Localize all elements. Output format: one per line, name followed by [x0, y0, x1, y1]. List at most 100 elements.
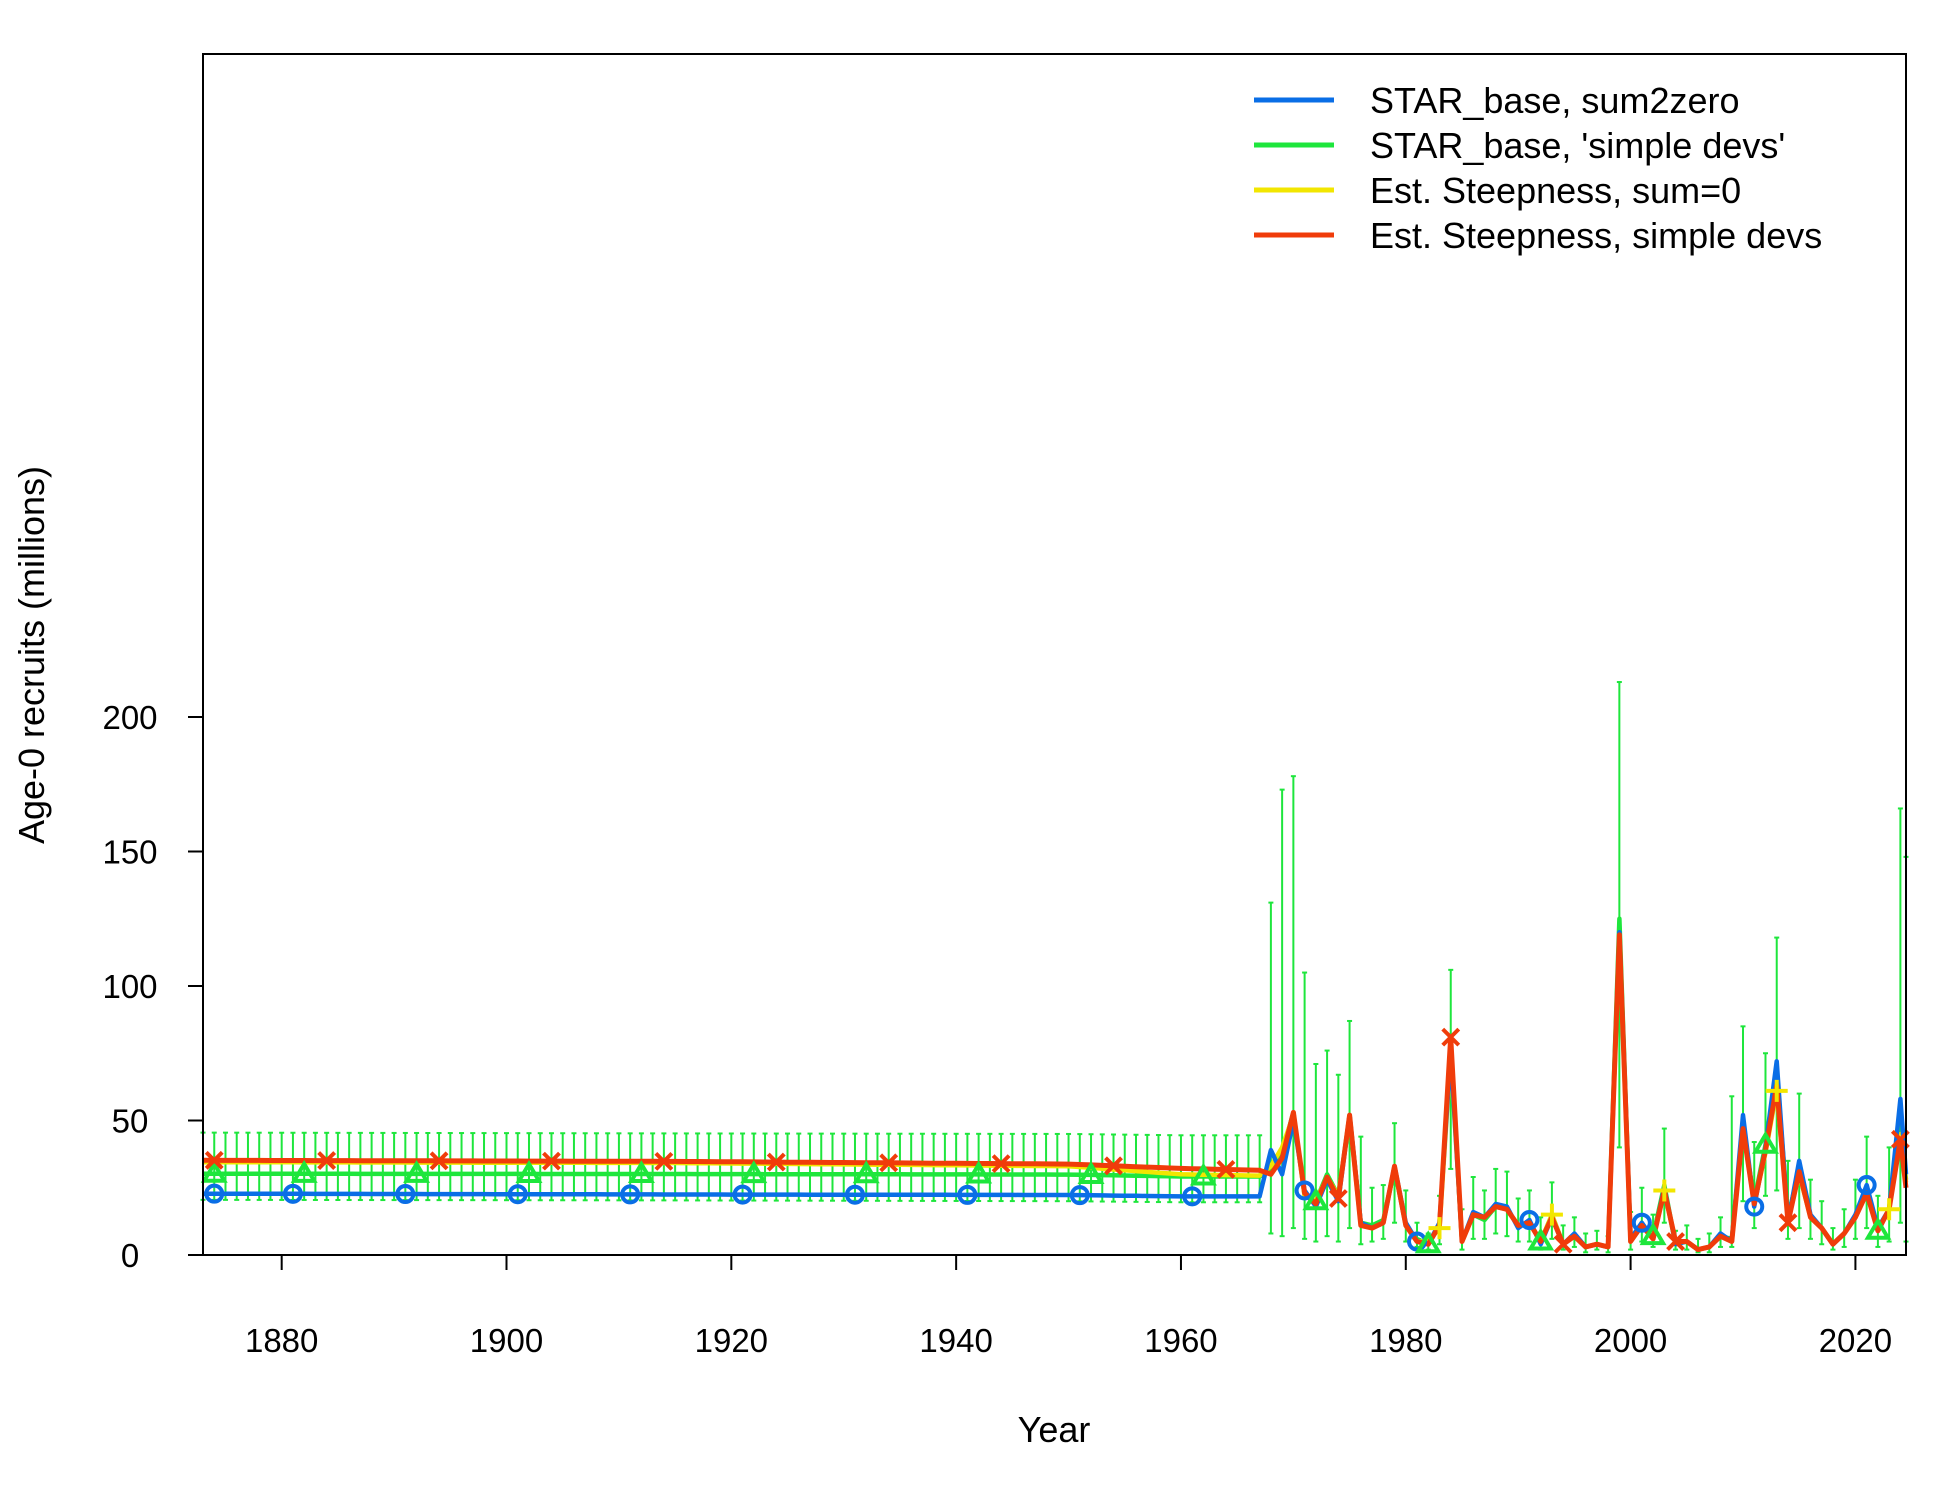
- error-bar: [335, 1131, 341, 1202]
- error-bar: [919, 1132, 925, 1202]
- marker-circle: [507, 1184, 528, 1205]
- marker-triangle: [290, 1159, 318, 1183]
- error-bar: [807, 1132, 813, 1202]
- marker-x: [1666, 1232, 1685, 1251]
- marker-circle: [844, 1184, 865, 1205]
- error-bar: [324, 1131, 330, 1201]
- error-bar: [897, 1132, 903, 1202]
- error-bar: [369, 1131, 375, 1202]
- legend-label: Est. Steepness, sum=0: [1370, 170, 1741, 211]
- marker-triangle: [965, 1160, 993, 1184]
- y-tick-label: 150: [102, 834, 157, 871]
- marker-x: [542, 1151, 561, 1171]
- error-bar: [402, 1131, 408, 1202]
- series-line-3: [203, 932, 1909, 1253]
- legend-label: STAR_base, sum2zero: [1370, 80, 1740, 121]
- error-bar: [1290, 775, 1296, 1230]
- marker-triangle: [515, 1160, 543, 1183]
- x-tick-label: 2020: [1819, 1322, 1892, 1359]
- marker-circle: [1744, 1196, 1765, 1217]
- error-bar: [222, 1131, 228, 1201]
- error-bar: [312, 1131, 318, 1201]
- error-bar: [267, 1131, 273, 1201]
- marker-plus: [1653, 1179, 1676, 1202]
- error-bar: [1841, 1208, 1847, 1248]
- error-bar: [560, 1132, 566, 1202]
- error-bar: [1493, 1167, 1499, 1235]
- marker-triangle: [1414, 1230, 1442, 1254]
- marker-triangle: [627, 1160, 655, 1184]
- marker-circle: [204, 1183, 225, 1204]
- error-bar: [470, 1132, 476, 1202]
- error-bar: [1762, 1052, 1768, 1197]
- marker-x: [204, 1150, 224, 1170]
- error-bar: [279, 1131, 285, 1201]
- y-axis-title: Age-0 recruits (millions): [11, 466, 52, 844]
- error-bar: [1684, 1224, 1690, 1251]
- error-bar: [661, 1132, 667, 1202]
- error-bar: [874, 1132, 880, 1202]
- error-bar: [1526, 1189, 1532, 1243]
- error-bar: [245, 1131, 251, 1201]
- error-bar: [1819, 1200, 1825, 1246]
- error-bar: [1864, 1135, 1870, 1230]
- error-bar: [762, 1132, 768, 1202]
- error-bar: [650, 1132, 656, 1202]
- x-tick-label: 1980: [1369, 1322, 1442, 1359]
- error-bar: [346, 1131, 352, 1202]
- marker-triangle: [1639, 1222, 1667, 1246]
- marker-x: [1553, 1234, 1573, 1254]
- error-bar: [459, 1132, 465, 1202]
- marker-x: [1216, 1160, 1236, 1179]
- marker-triangle: [1751, 1130, 1779, 1154]
- marker-triangle: [1864, 1216, 1892, 1240]
- marker-plus: [1765, 1079, 1788, 1102]
- error-bar: [1369, 1186, 1375, 1243]
- error-bar: [380, 1131, 386, 1202]
- error-bar: [290, 1131, 296, 1201]
- error-bar: [1616, 681, 1622, 1149]
- marker-triangle: [1527, 1227, 1555, 1251]
- error-bar: [492, 1132, 498, 1202]
- x-tick-label: 1920: [695, 1322, 768, 1359]
- legend-item: STAR_base, sum2zero: [1254, 80, 1740, 121]
- series-line-1: [203, 916, 1909, 1252]
- error-bar: [256, 1131, 262, 1201]
- error-bar: [908, 1132, 914, 1202]
- error-bar: [773, 1132, 779, 1202]
- marker-circle: [732, 1184, 753, 1205]
- marker-circle: [1631, 1212, 1652, 1233]
- error-bar: [548, 1132, 554, 1202]
- x-tick-label: 1880: [245, 1322, 318, 1359]
- marker-circle: [1294, 1180, 1315, 1201]
- error-bar: [829, 1132, 835, 1202]
- series-line-2: [203, 935, 1909, 1252]
- error-bar: [357, 1131, 363, 1202]
- marker-x: [654, 1151, 674, 1171]
- error-bar: [571, 1132, 577, 1202]
- error-bar: [593, 1132, 599, 1202]
- error-bar: [1335, 1073, 1341, 1243]
- x-axis: 1880 1900 1920 1940 1960 1980 2000 2020: [245, 1254, 1892, 1359]
- marker-triangle: [403, 1159, 431, 1183]
- error-bar: [1324, 1049, 1330, 1238]
- marker-circle: [395, 1184, 416, 1205]
- marker-circle: [1182, 1186, 1203, 1207]
- legend-label: Est. Steepness, simple devs: [1370, 215, 1822, 256]
- error-bar: [1268, 901, 1274, 1235]
- error-bar: [582, 1132, 588, 1202]
- error-bar: [515, 1132, 521, 1202]
- error-bar: [728, 1132, 734, 1202]
- error-bar: [683, 1132, 689, 1202]
- marker-x: [1441, 1027, 1461, 1047]
- error-bar: [234, 1131, 240, 1201]
- legend-item: STAR_base, 'simple devs': [1254, 125, 1785, 166]
- marker-x: [429, 1151, 449, 1171]
- legend-item: Est. Steepness, sum=0: [1254, 170, 1741, 211]
- marker-plus: [1540, 1203, 1563, 1226]
- marker-triangle: [1189, 1162, 1217, 1186]
- marker-x: [991, 1154, 1011, 1174]
- error-bar: [605, 1132, 611, 1202]
- y-tick-label: 0: [121, 1237, 139, 1274]
